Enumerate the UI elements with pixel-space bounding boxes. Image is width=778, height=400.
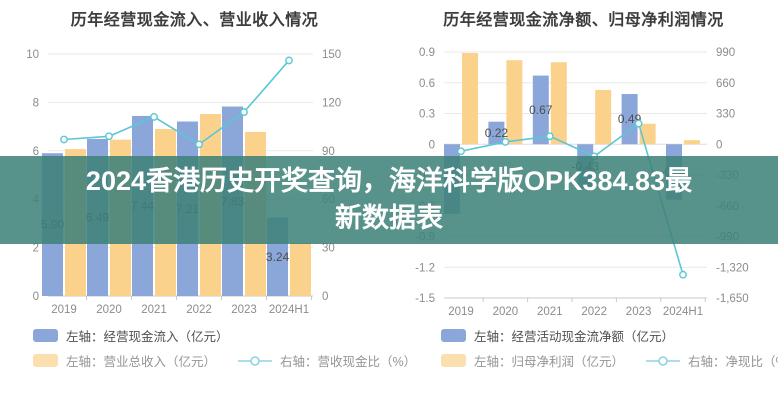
x-axis-label: 2019 [51, 304, 77, 316]
ratio-line [460, 122, 684, 275]
overlay-banner: 2024香港历史开奖查询，海洋科学版OPK384.83最 新数据表 [0, 156, 778, 244]
right-axis-tick: 90 [322, 146, 335, 158]
line-marker [545, 132, 554, 141]
legend-item[interactable]: 左轴：归母净利润（亿元） [441, 351, 624, 370]
line-marker [195, 140, 203, 149]
legend-swatch [33, 329, 58, 342]
right-axis-tick: 150 [322, 49, 341, 61]
line-marker [240, 108, 248, 116]
legend-label: 左轴：经营活动现金流净额（亿元） [474, 330, 675, 344]
legend-item[interactable]: 左轴：经营活动现金流净额（亿元） [441, 326, 674, 345]
bar-value-label: 0.67 [529, 103, 553, 117]
x-axis-label: 2022 [581, 306, 607, 318]
x-axis-label: 2023 [231, 304, 257, 316]
legend-swatch [441, 329, 466, 342]
legend-row: 左轴：经营现金流入（亿元） [33, 323, 422, 348]
legend-item[interactable]: 右轴：净现比（%） [646, 351, 778, 370]
x-axis-label: 2024H1 [269, 304, 309, 316]
x-axis-label: 2021 [141, 304, 167, 316]
legend-label: 右轴：净现比（%） [688, 355, 778, 369]
legend-label: 左轴：营业总收入（亿元） [66, 355, 217, 369]
legend-line-icon [238, 355, 273, 366]
left-axis-tick: 0.9 [419, 47, 435, 59]
legend-swatch [441, 354, 466, 367]
x-axis-label: 2024H1 [663, 306, 703, 318]
left-axis-tick: 0 [429, 139, 435, 151]
bar-value-label: 3.24 [266, 250, 290, 264]
bar-2024H1 [684, 140, 700, 145]
legend-left: 左轴：经营现金流入（亿元） 左轴：营业总收入（亿元） 右轴：营收现金比（%） [0, 323, 422, 373]
overlay-banner-text-line2: 新数据表 [335, 203, 443, 233]
line-marker [634, 119, 643, 128]
legend-row: 左轴：归母净利润（亿元） 右轴：净现比（%） [441, 348, 778, 373]
x-axis-label: 2022 [186, 304, 212, 316]
line-marker [679, 270, 687, 279]
bar-2021 [532, 75, 549, 145]
legend-item[interactable]: 左轴：经营现金流入（亿元） [33, 326, 229, 345]
x-axis-label: 2020 [493, 306, 519, 318]
legend-item[interactable]: 左轴：营业总收入（亿元） [33, 351, 216, 370]
left-axis-tick: 8 [33, 97, 39, 109]
chart-title-right: 历年经营现金流净额、归母净利润情况 [443, 12, 724, 29]
line-marker [501, 138, 510, 146]
legend-label: 左轴：经营现金流入（亿元） [66, 330, 229, 344]
left-axis-tick: 0.6 [419, 78, 435, 90]
line-marker [285, 56, 293, 65]
chart-title-left: 历年经营现金流入、营业收入情况 [70, 12, 319, 29]
left-axis-tick: 0 [33, 291, 39, 303]
ratio-line [63, 59, 290, 146]
x-axis-label: 2020 [96, 304, 122, 316]
bar-2019 [462, 53, 478, 145]
line-marker [105, 132, 113, 141]
legend-label: 左轴：归母净利润（亿元） [474, 355, 625, 369]
line-marker [150, 113, 158, 121]
legend-row: 左轴：经营活动现金流净额（亿元） [441, 323, 778, 348]
overlay-banner-text-line1: 2024香港历史开奖查询，海洋科学版OPK384.83最 [85, 166, 693, 196]
bar-2024H1 [290, 243, 311, 296]
bar-value-label: 0.22 [485, 126, 509, 140]
line-marker [60, 135, 68, 144]
right-axis-tick: 120 [322, 97, 341, 109]
bar-2022 [595, 89, 612, 145]
x-axis-label: 2019 [448, 306, 474, 318]
right-axis-tick: -1,650 [716, 293, 749, 305]
legend-row: 左轴：营业总收入（亿元） 右轴：营收现金比（%） [33, 348, 422, 373]
right-axis-tick: 0 [716, 139, 722, 151]
bar-2020 [506, 60, 523, 145]
left-axis-tick: 2 [33, 243, 39, 255]
line-marker [457, 147, 465, 156]
right-axis-tick: 30 [322, 243, 335, 255]
left-axis-tick: 6 [33, 146, 39, 158]
right-axis-tick: 660 [716, 78, 735, 90]
left-axis-tick: 0.3 [419, 109, 435, 121]
right-axis-tick: 990 [716, 47, 735, 59]
bar-2021 [550, 62, 567, 145]
left-axis-tick: -1.2 [415, 262, 435, 274]
legend-line-icon [646, 355, 681, 366]
right-axis-tick: -1,320 [716, 262, 749, 274]
left-axis-tick: 10 [26, 49, 39, 61]
right-axis-tick: 0 [322, 291, 328, 303]
legend-label: 右轴：营收现金比（%） [280, 355, 417, 369]
right-axis-tick: 330 [716, 109, 735, 121]
x-axis-label: 2021 [537, 306, 563, 318]
x-axis-label: 2023 [626, 306, 652, 318]
legend-item[interactable]: 右轴：营收现金比（%） [238, 351, 416, 370]
legend-right: 左轴：经营活动现金流净额（亿元） 左轴：归母净利润（亿元） 右轴：净现比（%） [389, 323, 778, 373]
bar-2020 [488, 121, 505, 145]
legend-swatch [33, 354, 58, 367]
left-axis-tick: -1.5 [415, 293, 435, 305]
bar-2023 [621, 94, 638, 145]
